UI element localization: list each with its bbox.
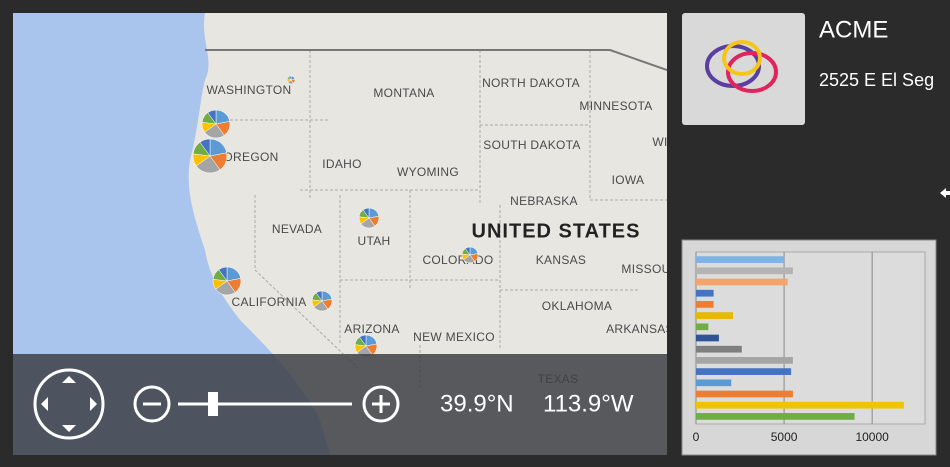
pie-marker[interactable] xyxy=(201,109,231,139)
ocean xyxy=(13,13,330,455)
zoom-in[interactable] xyxy=(362,385,400,423)
plot-area xyxy=(695,251,926,425)
bar xyxy=(696,312,733,319)
pie-marker[interactable] xyxy=(461,246,479,264)
bar xyxy=(696,301,714,308)
map-label: NEVADA xyxy=(272,222,322,236)
map-label: ARKANSAS xyxy=(606,322,674,336)
pie-marker[interactable] xyxy=(192,138,228,174)
pie-marker[interactable] xyxy=(354,334,378,358)
bar xyxy=(696,368,792,375)
bar xyxy=(696,345,742,353)
bar xyxy=(696,278,788,286)
company-address: 2525 E El Seg xyxy=(819,70,934,90)
map-label: MISSOU xyxy=(621,262,670,276)
map-label: UTAH xyxy=(358,234,391,248)
map-label: WYOMING xyxy=(397,165,459,179)
map-label: WASHINGTON xyxy=(206,83,291,97)
latitude: 39.9°N xyxy=(440,390,514,417)
map-label: KANSAS xyxy=(536,253,587,267)
bar xyxy=(696,390,793,398)
pie-slice xyxy=(315,290,323,302)
map-label: IOWA xyxy=(612,173,645,187)
address-clip: 2525 E El Seg xyxy=(819,70,934,90)
pie-slice xyxy=(464,246,471,256)
bar xyxy=(696,379,732,387)
pie-marker[interactable] xyxy=(311,290,333,312)
bar xyxy=(696,334,719,342)
map-label: WI xyxy=(652,135,667,149)
company-name: ACME xyxy=(819,16,888,43)
pan-control[interactable] xyxy=(33,368,105,440)
map-label: NEW MEXICO xyxy=(413,330,495,344)
company-logo xyxy=(705,40,778,93)
bar xyxy=(696,256,785,263)
map-label: COLORADO xyxy=(422,253,493,267)
bar xyxy=(696,401,904,409)
bar xyxy=(696,323,709,331)
map-label: OREGON xyxy=(223,150,278,164)
border xyxy=(205,49,667,71)
map[interactable]: WASHINGTON MONTANA NORTH DAKOTA MINNESOTA WI… xyxy=(13,13,674,455)
map-label: UNITED STATES xyxy=(472,220,641,242)
map-label: OKLAHOMA xyxy=(542,299,612,313)
pie-slice xyxy=(288,75,292,81)
x-tick-label: 10000 xyxy=(855,430,889,444)
pie-slice xyxy=(359,334,367,347)
chart: 0 5000 10000 xyxy=(693,252,904,444)
map-label: MONTANA xyxy=(373,86,434,100)
zoom-thumb[interactable] xyxy=(208,392,218,416)
pie-slice xyxy=(218,266,228,282)
bar xyxy=(696,413,855,420)
map-label: MINNESOTA xyxy=(579,99,652,113)
x-tick-label: 0 xyxy=(693,430,700,444)
map-label: IDAHO xyxy=(322,157,362,171)
company-logo-card[interactable] xyxy=(682,13,805,125)
pie-slice xyxy=(207,109,217,125)
map-label: ARIZONA xyxy=(344,322,399,336)
bar xyxy=(696,357,793,364)
pie-slice xyxy=(362,207,370,219)
bar xyxy=(696,267,793,275)
map-label: SOUTH DAKOTA xyxy=(483,138,580,152)
pie-slice xyxy=(199,138,211,157)
zoom-out[interactable] xyxy=(133,385,171,423)
bar xyxy=(696,289,714,297)
map-label: NORTH DAKOTA xyxy=(482,76,580,90)
cursor xyxy=(940,188,950,198)
pie-marker[interactable] xyxy=(358,207,380,229)
x-tick-label: 5000 xyxy=(771,430,798,444)
pie-marker[interactable] xyxy=(286,75,296,85)
map-label: CALIFORNIA xyxy=(231,295,306,309)
map-label: NEBRASKA xyxy=(510,194,578,208)
longitude: 113.9°W xyxy=(543,390,634,417)
pie-marker[interactable] xyxy=(212,266,242,296)
